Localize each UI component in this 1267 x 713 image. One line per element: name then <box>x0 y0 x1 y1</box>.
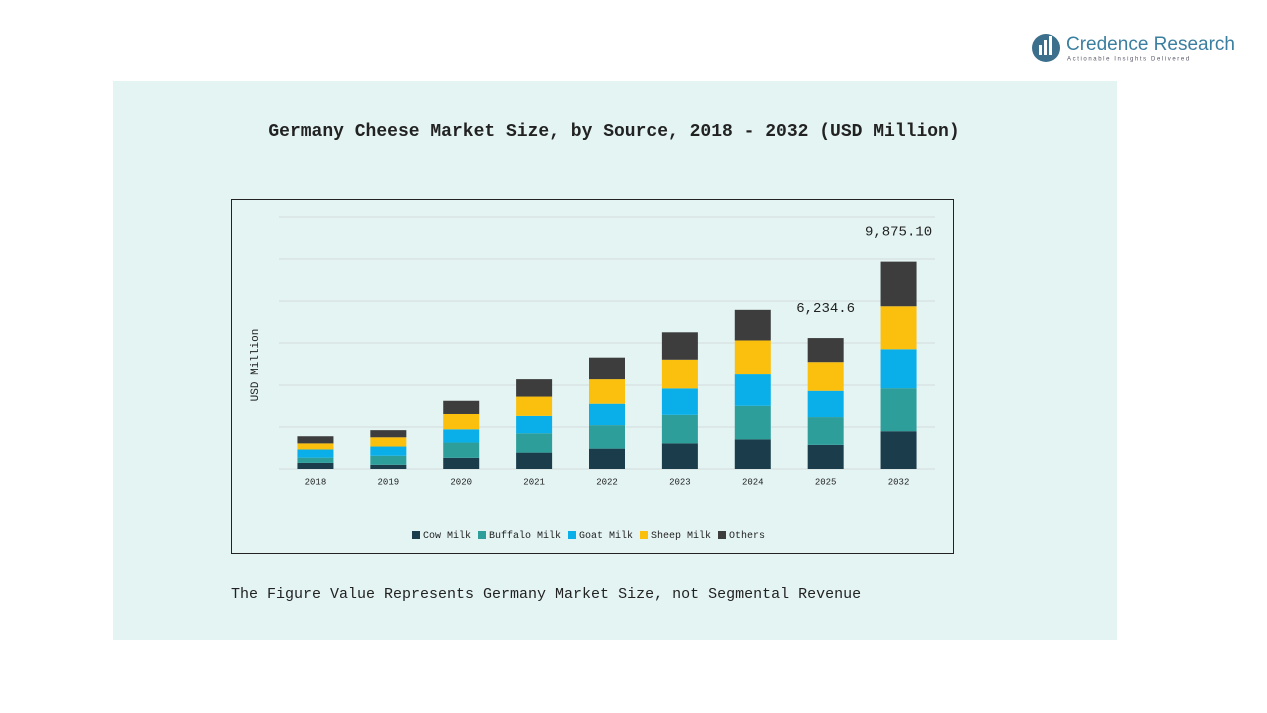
bar-segment <box>807 390 844 418</box>
total-label: 9,875.10 <box>865 224 932 240</box>
legend-label: Cow Milk <box>423 530 471 542</box>
bar-segment <box>297 436 334 444</box>
bar-segment <box>443 400 480 414</box>
footnote: The Figure Value Represents Germany Mark… <box>231 586 861 603</box>
bar-segment <box>880 349 917 389</box>
total-label: 6,234.6 <box>796 301 855 317</box>
x-tick-label: 2018 <box>305 477 327 487</box>
bar-segment <box>443 429 480 443</box>
bar-segment <box>807 444 844 469</box>
bar-segment <box>589 379 625 404</box>
bar-segment <box>734 309 771 341</box>
bar-segment <box>880 431 917 469</box>
bar-segment <box>661 332 698 360</box>
legend-label: Others <box>729 530 765 542</box>
y-axis-label: USD Million <box>250 329 262 402</box>
bar-segment <box>734 405 771 440</box>
bar-segment <box>443 457 480 469</box>
bar-segment <box>370 455 407 465</box>
bar-segment <box>443 413 480 430</box>
logo-tagline: Actionable Insights Delivered <box>1067 57 1191 63</box>
chart-title: Germany Cheese Market Size, by Source, 2… <box>268 122 959 142</box>
bar-segment <box>443 442 480 458</box>
bar-segment <box>880 261 917 307</box>
bar-segment <box>880 388 917 432</box>
bar-segment <box>370 464 407 469</box>
bar-segment <box>807 417 844 445</box>
legend-label: Goat Milk <box>579 530 633 542</box>
logo: Credence Research Actionable Insights De… <box>1032 34 1235 63</box>
bar-segment <box>661 414 698 444</box>
legend-swatch <box>412 531 420 539</box>
bar-segment <box>807 338 844 363</box>
legend-swatch <box>718 531 726 539</box>
bar-segment <box>661 388 698 415</box>
x-tick-label: 2021 <box>523 477 545 487</box>
x-tick-label: 2024 <box>742 477 764 487</box>
bar-segment <box>297 462 334 469</box>
logo-icon-bar <box>1039 45 1042 55</box>
chart-frame <box>231 199 954 554</box>
bar-segment <box>516 433 553 453</box>
bar-segment <box>589 357 625 380</box>
bar-segment <box>297 449 334 458</box>
legend-swatch <box>478 531 486 539</box>
logo-icon-bar <box>1049 36 1052 55</box>
bar-segment <box>370 437 407 447</box>
plot: 2018 2019 2020 2021 2022 2023 2024 2025 6,234.6 2… <box>279 216 935 542</box>
bar-segment <box>516 396 553 416</box>
bar-segment <box>661 443 698 469</box>
bar-segment <box>297 457 334 463</box>
bar-segment <box>589 403 625 426</box>
logo-icon-bar <box>1044 40 1047 55</box>
legend-swatch <box>568 531 576 539</box>
bar-segment <box>297 443 334 450</box>
x-tick-label: 2022 <box>596 477 618 487</box>
bar-segment <box>516 452 553 469</box>
bar-segment <box>370 430 407 438</box>
bar-segment <box>880 306 917 350</box>
bar-segment <box>370 446 407 456</box>
bar-segment <box>516 415 553 434</box>
bar-segment <box>661 359 698 389</box>
bar-segment <box>589 448 625 469</box>
x-tick-label: 2020 <box>450 477 472 487</box>
bar-segment <box>589 425 625 449</box>
bar-segment <box>734 374 771 406</box>
x-tick-label: 2025 <box>815 477 837 487</box>
legend-label: Sheep Milk <box>651 530 711 542</box>
x-tick-label: 2023 <box>669 477 691 487</box>
bar-segment <box>807 362 844 391</box>
x-tick-label: 2019 <box>378 477 400 487</box>
bar-segment <box>734 439 771 469</box>
legend-label: Buffalo Milk <box>489 530 561 542</box>
legend-swatch <box>640 531 648 539</box>
bar-segment <box>516 379 553 397</box>
x-tick-label: 2032 <box>888 477 910 487</box>
logo-name: Credence Research <box>1066 34 1235 55</box>
bar-segment <box>734 340 771 375</box>
